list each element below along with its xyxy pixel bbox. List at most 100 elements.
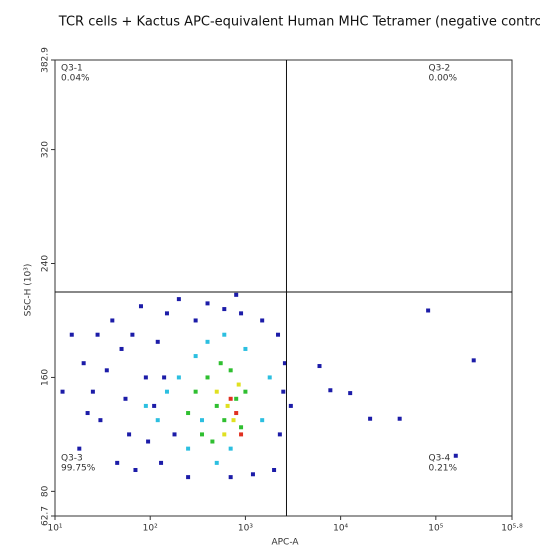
point — [222, 432, 227, 437]
quadrant-name: Q3-1 — [61, 64, 83, 74]
y-tick-label: 320 — [41, 141, 51, 158]
point — [234, 292, 239, 297]
point — [159, 460, 164, 465]
point — [193, 354, 198, 359]
y-tick-label: 160 — [41, 369, 51, 386]
point — [115, 460, 120, 465]
point — [176, 375, 181, 380]
quadrant-percent: 99.75% — [61, 464, 96, 474]
point — [214, 460, 219, 465]
point — [172, 432, 177, 437]
point — [236, 382, 241, 387]
point — [272, 468, 277, 473]
point — [104, 368, 109, 373]
x-tick-label: 10⁵ — [428, 524, 443, 534]
point — [186, 411, 191, 416]
point — [282, 361, 287, 366]
point — [243, 346, 248, 351]
point — [222, 332, 227, 337]
point — [123, 396, 128, 401]
point — [239, 311, 244, 316]
point — [146, 439, 151, 444]
y-tick-label: 62.7 — [41, 506, 51, 526]
point — [155, 339, 160, 344]
point — [152, 403, 157, 408]
point — [193, 318, 198, 323]
point — [186, 446, 191, 451]
point — [243, 389, 248, 394]
point — [222, 418, 227, 423]
point — [228, 475, 233, 480]
y-tick-label: 382.9 — [41, 47, 51, 73]
point — [453, 453, 458, 458]
point — [231, 418, 236, 423]
point — [228, 446, 233, 451]
point — [133, 468, 138, 473]
x-tick-label: 10⁴ — [333, 524, 348, 534]
point — [471, 358, 476, 363]
point — [281, 389, 286, 394]
point — [228, 396, 233, 401]
point — [317, 364, 322, 369]
point — [130, 332, 135, 337]
y-axis-label: SSC-H (10³) — [24, 264, 34, 317]
point — [260, 318, 265, 323]
point — [164, 311, 169, 316]
point — [260, 418, 265, 423]
x-tick-label: 10² — [143, 524, 158, 534]
point — [368, 416, 373, 421]
point — [234, 396, 239, 401]
point — [276, 332, 281, 337]
point — [239, 425, 244, 430]
chart-title: TCR cells + Kactus APC-equivalent Human … — [58, 15, 540, 30]
x-tick-label: 10¹ — [47, 524, 62, 534]
plot-frame — [54, 59, 513, 517]
point — [176, 297, 181, 302]
point — [267, 375, 272, 380]
point — [186, 475, 191, 480]
point — [205, 339, 210, 344]
point — [288, 403, 293, 408]
x-axis-label: APC-A — [271, 538, 299, 548]
point — [250, 472, 255, 477]
point — [143, 403, 148, 408]
point — [127, 432, 132, 437]
point — [200, 432, 205, 437]
point — [162, 375, 167, 380]
point — [110, 318, 115, 323]
point — [155, 418, 160, 423]
x-tick-label: 10³ — [238, 524, 253, 534]
quadrant-name: Q3-4 — [428, 454, 450, 464]
point — [228, 368, 233, 373]
point — [214, 389, 219, 394]
point — [218, 361, 223, 366]
point — [328, 388, 333, 393]
point — [193, 389, 198, 394]
x-tick-label: 10⁵·⁸ — [501, 524, 523, 534]
point — [90, 389, 95, 394]
point — [214, 403, 219, 408]
quadrant-percent: 0.00% — [428, 74, 457, 84]
point — [348, 391, 353, 396]
quadrant-name: Q3-3 — [61, 454, 83, 464]
point — [234, 411, 239, 416]
point — [77, 446, 82, 451]
point — [225, 403, 230, 408]
point — [426, 308, 431, 313]
point — [95, 332, 100, 337]
quadrant-percent: 0.04% — [61, 74, 90, 84]
point — [205, 301, 210, 306]
point — [138, 304, 143, 309]
point — [143, 375, 148, 380]
point — [81, 361, 86, 366]
point — [119, 346, 124, 351]
point — [239, 432, 244, 437]
point — [85, 411, 90, 416]
point — [397, 416, 402, 421]
point — [222, 307, 227, 312]
point — [205, 375, 210, 380]
point — [164, 389, 169, 394]
y-tick-label: 80 — [41, 485, 51, 497]
point — [200, 418, 205, 423]
